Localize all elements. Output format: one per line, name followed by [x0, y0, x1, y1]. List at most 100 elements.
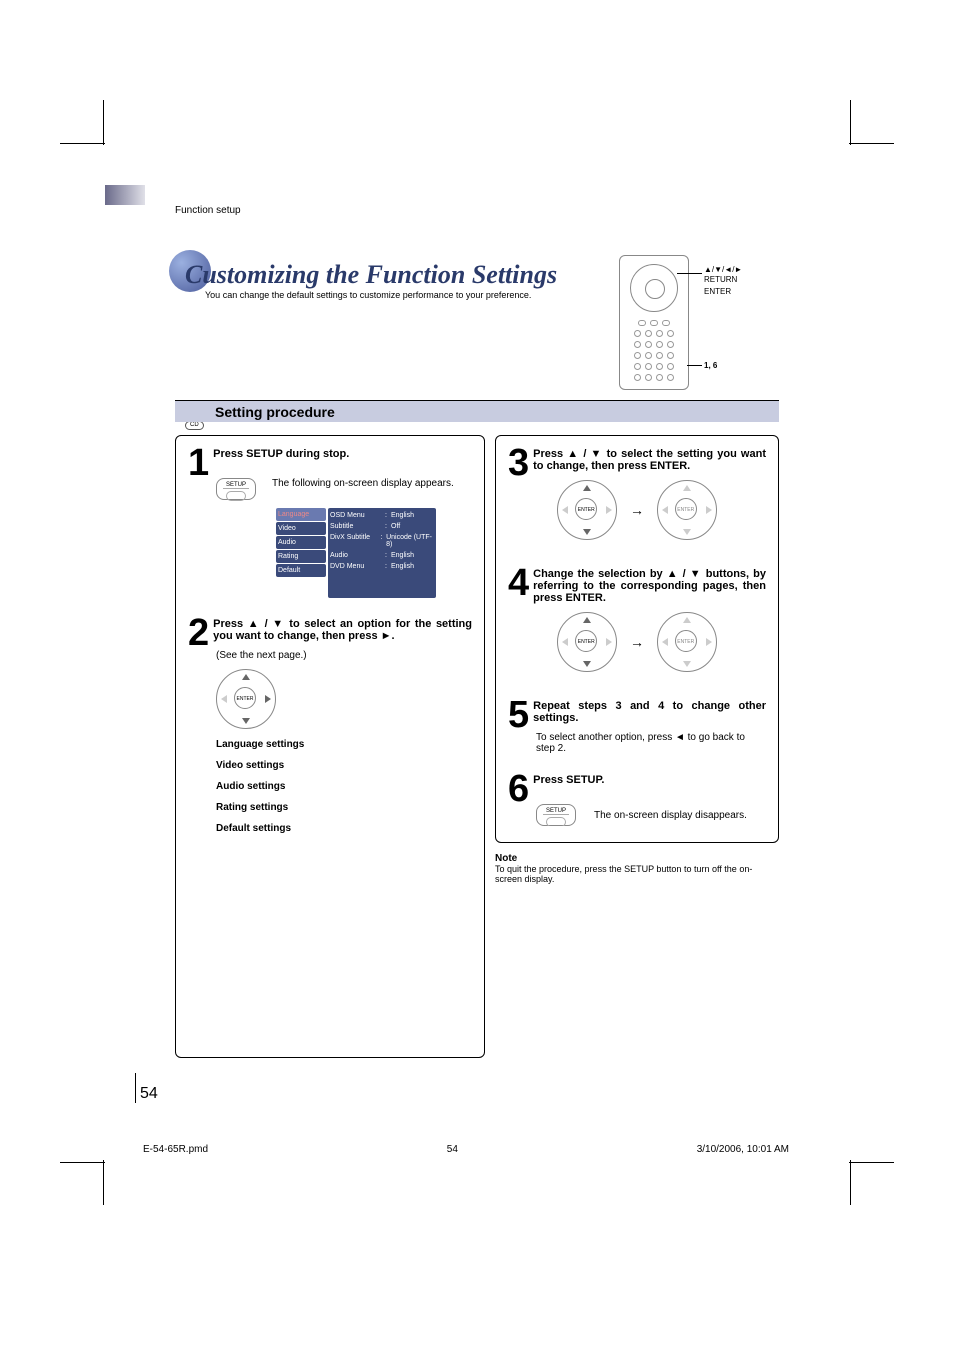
setup-button-label: SETUP	[223, 482, 249, 489]
arrow-icon: →	[630, 502, 644, 518]
page-title: Customizing the Function Settings	[185, 260, 557, 290]
setup-button-icon: SETUP	[536, 804, 576, 826]
step-body-text: (See the next page.)	[216, 650, 472, 661]
settings-list-item: Video settings	[216, 760, 472, 771]
note-heading: Note	[495, 853, 517, 864]
step-3: 3 Press ▲ / ▼ to select the setting you …	[508, 448, 766, 548]
footer: E-54-65R.pmd 54 3/10/2006, 10:01 AM	[143, 1144, 789, 1155]
step-title: Repeat steps 3 and 4 to change other set…	[508, 700, 766, 724]
step-title: Press ▲ / ▼ to select the setting you wa…	[508, 448, 766, 472]
step-number: 1	[188, 448, 209, 478]
setup-button-icon: SETUP	[216, 478, 256, 500]
osd-key: Audio	[330, 552, 385, 559]
step-number: 4	[508, 568, 529, 598]
step-title: Press SETUP.	[508, 774, 766, 786]
crop-mark	[103, 1160, 104, 1205]
step-6: 6 Press SETUP. SETUP The on-screen displ…	[508, 774, 766, 826]
step-4: 4 Change the selection by ▲ / ▼ buttons,…	[508, 568, 766, 680]
remote-buttons-icon	[625, 316, 683, 381]
page-content: Function setup Customizing the Function …	[105, 145, 849, 1158]
note-block: Note To quit the procedure, press the SE…	[495, 853, 779, 884]
disc-badge: CD	[185, 421, 204, 430]
enter-pad-icon: ENTER	[216, 669, 276, 729]
osd-val: English	[391, 512, 414, 519]
osd-key: OSD Menu	[330, 512, 385, 519]
remote-diagram: ▲/▼/◄/► RETURN ENTER 1, 6	[619, 255, 789, 390]
right-column-box: 3 Press ▲ / ▼ to select the setting you …	[495, 435, 779, 843]
osd-tab-audio: Audio	[276, 536, 326, 549]
step-number: 2	[188, 618, 209, 648]
right-column: 3 Press ▲ / ▼ to select the setting you …	[495, 435, 779, 1058]
remote-label-bottom: 1, 6	[704, 361, 717, 370]
osd-tab-default: Default	[276, 564, 326, 577]
step-number: 5	[508, 700, 529, 730]
remote-label-dpad: ▲/▼/◄/►	[704, 265, 742, 274]
arrow-icon: →	[630, 634, 644, 650]
crop-mark	[849, 1162, 894, 1163]
page-number-rule	[135, 1073, 136, 1103]
page-number: 54	[140, 1085, 158, 1103]
step-body: SETUP The following on-screen display ap…	[216, 478, 472, 598]
footer-page: 54	[447, 1144, 458, 1155]
footer-timestamp: 3/10/2006, 10:01 AM	[697, 1144, 789, 1155]
section-header: Setting procedure	[175, 400, 779, 422]
step-body: (See the next page.) ENTER Language sett…	[216, 650, 472, 834]
note-body: To quit the procedure, press the SETUP b…	[495, 864, 752, 884]
osd-tab-video: Video	[276, 522, 326, 535]
step-number: 6	[508, 774, 529, 804]
step-1: 1 Press SETUP during stop. SETUP The fol…	[188, 448, 472, 598]
step-title: Press SETUP during stop.	[188, 448, 472, 460]
remote-outline	[619, 255, 689, 390]
osd-val: Off	[391, 523, 400, 530]
settings-list-item: Default settings	[216, 823, 472, 834]
step-body: ENTER → ENTER	[508, 612, 766, 672]
osd-sidebar: Language Video Audio Rating Default	[276, 508, 326, 578]
osd-tab-language: Language	[276, 508, 326, 521]
header-gradient	[105, 185, 145, 205]
osd-main-panel: OSD Menu:English Subtitle:Off DivX Subti…	[328, 508, 436, 598]
osd-tab-rating: Rating	[276, 550, 326, 563]
osd-menu-diagram: Language Video Audio Rating Default OSD …	[276, 508, 436, 598]
step-body-text: The following on-screen display appears.	[272, 478, 472, 489]
step-body-text: To select another option, press ◄ to go …	[536, 732, 766, 754]
osd-val: English	[391, 552, 414, 559]
remote-label-enter: ENTER	[704, 287, 731, 296]
step-title: Change the selection by ▲ / ▼ buttons, b…	[508, 568, 766, 604]
callout-line	[687, 365, 702, 366]
step-body: ENTER → ENTER	[508, 480, 766, 540]
crop-mark	[850, 1160, 851, 1205]
step-2: 2 Press ▲ / ▼ to select an option for th…	[188, 618, 472, 844]
osd-key: Subtitle	[330, 523, 385, 530]
enter-label: ENTER	[675, 630, 697, 652]
crop-mark	[60, 143, 105, 144]
settings-list-item: Rating settings	[216, 802, 472, 813]
osd-val: English	[391, 563, 414, 570]
step-5: 5 Repeat steps 3 and 4 to change other s…	[508, 700, 766, 754]
step-number: 3	[508, 448, 529, 478]
enter-pad-icon: ENTER	[657, 480, 717, 540]
callout-line	[677, 273, 702, 274]
footer-file: E-54-65R.pmd	[143, 1144, 208, 1155]
osd-key: DivX Subtitle	[330, 534, 381, 548]
step-title: Press ▲ / ▼ to select an option for the …	[188, 618, 472, 642]
enter-label: ENTER	[675, 498, 697, 520]
crop-mark	[103, 100, 104, 145]
step-body: SETUP The on-screen display disappears.	[536, 804, 766, 826]
remote-dpad-icon	[630, 264, 678, 312]
setup-button-label: SETUP	[543, 808, 569, 815]
enter-pad-icon: ENTER	[657, 612, 717, 672]
section-header-label: Setting procedure	[215, 404, 335, 420]
step-body-text: The on-screen display disappears.	[594, 810, 747, 821]
remote-label-return: RETURN	[704, 275, 737, 284]
osd-val: Unicode (UTF-8)	[386, 534, 434, 548]
crop-mark	[849, 143, 894, 144]
enter-pad-icon: ENTER	[557, 480, 617, 540]
settings-list: Language settings Video settings Audio s…	[216, 739, 472, 834]
crop-mark	[850, 100, 851, 145]
osd-key: DVD Menu	[330, 563, 385, 570]
settings-list-item: Audio settings	[216, 781, 472, 792]
breadcrumb: Function setup	[175, 205, 241, 216]
page-subtitle: You can change the default settings to c…	[205, 290, 531, 300]
left-column: 1 Press SETUP during stop. SETUP The fol…	[175, 435, 485, 1058]
crop-mark	[60, 1162, 105, 1163]
